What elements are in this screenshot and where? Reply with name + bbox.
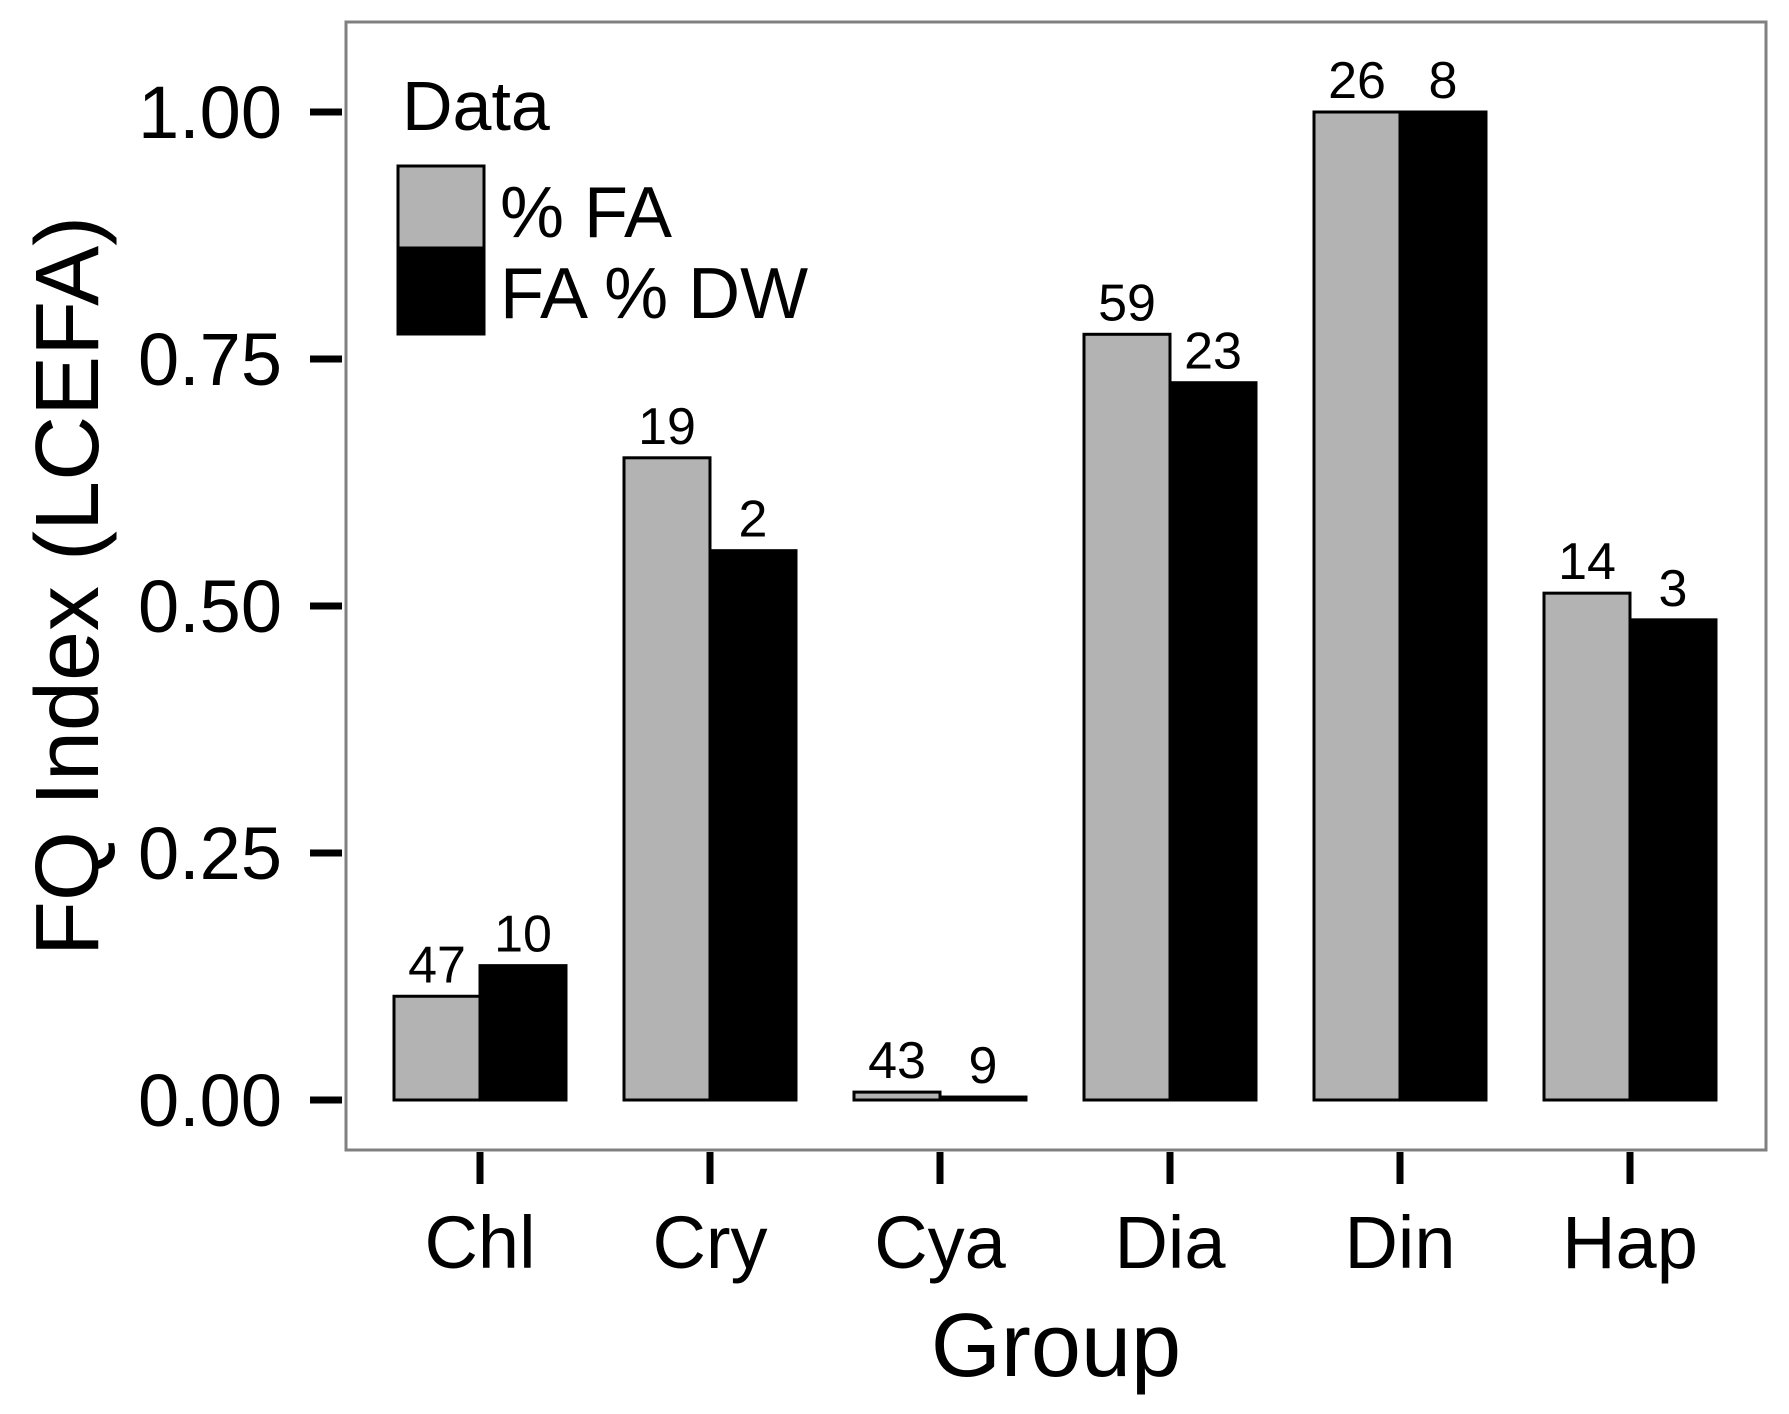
bar-count-label: 26 [1328, 52, 1386, 110]
x-tick-label-cya: Cya [874, 1201, 1006, 1284]
bar-count-label: 14 [1558, 533, 1616, 591]
bar-cry-series-1 [708, 549, 798, 1102]
bar-count-label: 23 [1184, 323, 1242, 381]
bar-count-label: 59 [1098, 274, 1156, 332]
bar-count-label: 10 [494, 906, 552, 964]
bar-din-series-0 [1312, 110, 1402, 1102]
bar-cya-series-1 [938, 1095, 1028, 1102]
legend-swatch-pct-fa [396, 164, 486, 250]
bar-hap-series-0 [1542, 591, 1632, 1102]
y-tick-label: 0.00 [138, 1059, 282, 1142]
bar-count-label: 19 [638, 398, 696, 456]
y-axis: 0.00 0.25 0.50 0.75 1.00 [138, 71, 342, 1142]
x-tick-label-chl: Chl [424, 1201, 535, 1284]
bar-count-label: 2 [739, 491, 768, 549]
plot-panel [344, 20, 1768, 1152]
x-axis: Chl Cry Cya Dia Din Hap [424, 1152, 1698, 1284]
bar-cry-series-0 [622, 456, 712, 1102]
bar-count-label: 43 [868, 1032, 926, 1090]
bars-group [392, 110, 1718, 1102]
x-tick-label-din: Din [1344, 1201, 1455, 1284]
bar-count-label: 3 [1659, 560, 1688, 618]
bar-count-label: 47 [408, 936, 466, 994]
bar-labels-group: 47 10 19 2 43 9 59 23 26 8 14 3 [408, 52, 1687, 1095]
y-tick-label: 0.75 [138, 318, 282, 401]
y-tick-label: 1.00 [138, 71, 282, 154]
y-tick-label: 0.50 [138, 565, 282, 648]
bar-dia-series-0 [1082, 332, 1172, 1102]
legend: Data % FA FA % DW [396, 67, 808, 336]
bar-dia-series-1 [1168, 381, 1258, 1102]
legend-swatch-fa-pct-dw [396, 246, 486, 336]
bar-chl-series-0 [392, 994, 482, 1102]
x-tick-label-dia: Dia [1114, 1201, 1226, 1284]
legend-label-fa-pct-dw: FA % DW [500, 254, 808, 334]
bar-count-label: 8 [1429, 52, 1458, 110]
bar-cya-series-0 [852, 1090, 942, 1102]
y-tick-label: 0.25 [138, 812, 282, 895]
legend-label-pct-fa: % FA [500, 173, 672, 253]
bar-din-series-1 [1398, 110, 1488, 1102]
bar-chl-series-1 [478, 964, 568, 1102]
legend-title: Data [402, 67, 550, 145]
x-tick-label-hap: Hap [1562, 1201, 1698, 1284]
x-tick-label-cry: Cry [652, 1201, 767, 1284]
y-axis-title: FQ Index (LCEFA) [18, 216, 118, 956]
bar-count-label: 9 [969, 1037, 998, 1095]
x-axis-title: Group [931, 1296, 1181, 1396]
bar-hap-series-1 [1628, 618, 1718, 1102]
